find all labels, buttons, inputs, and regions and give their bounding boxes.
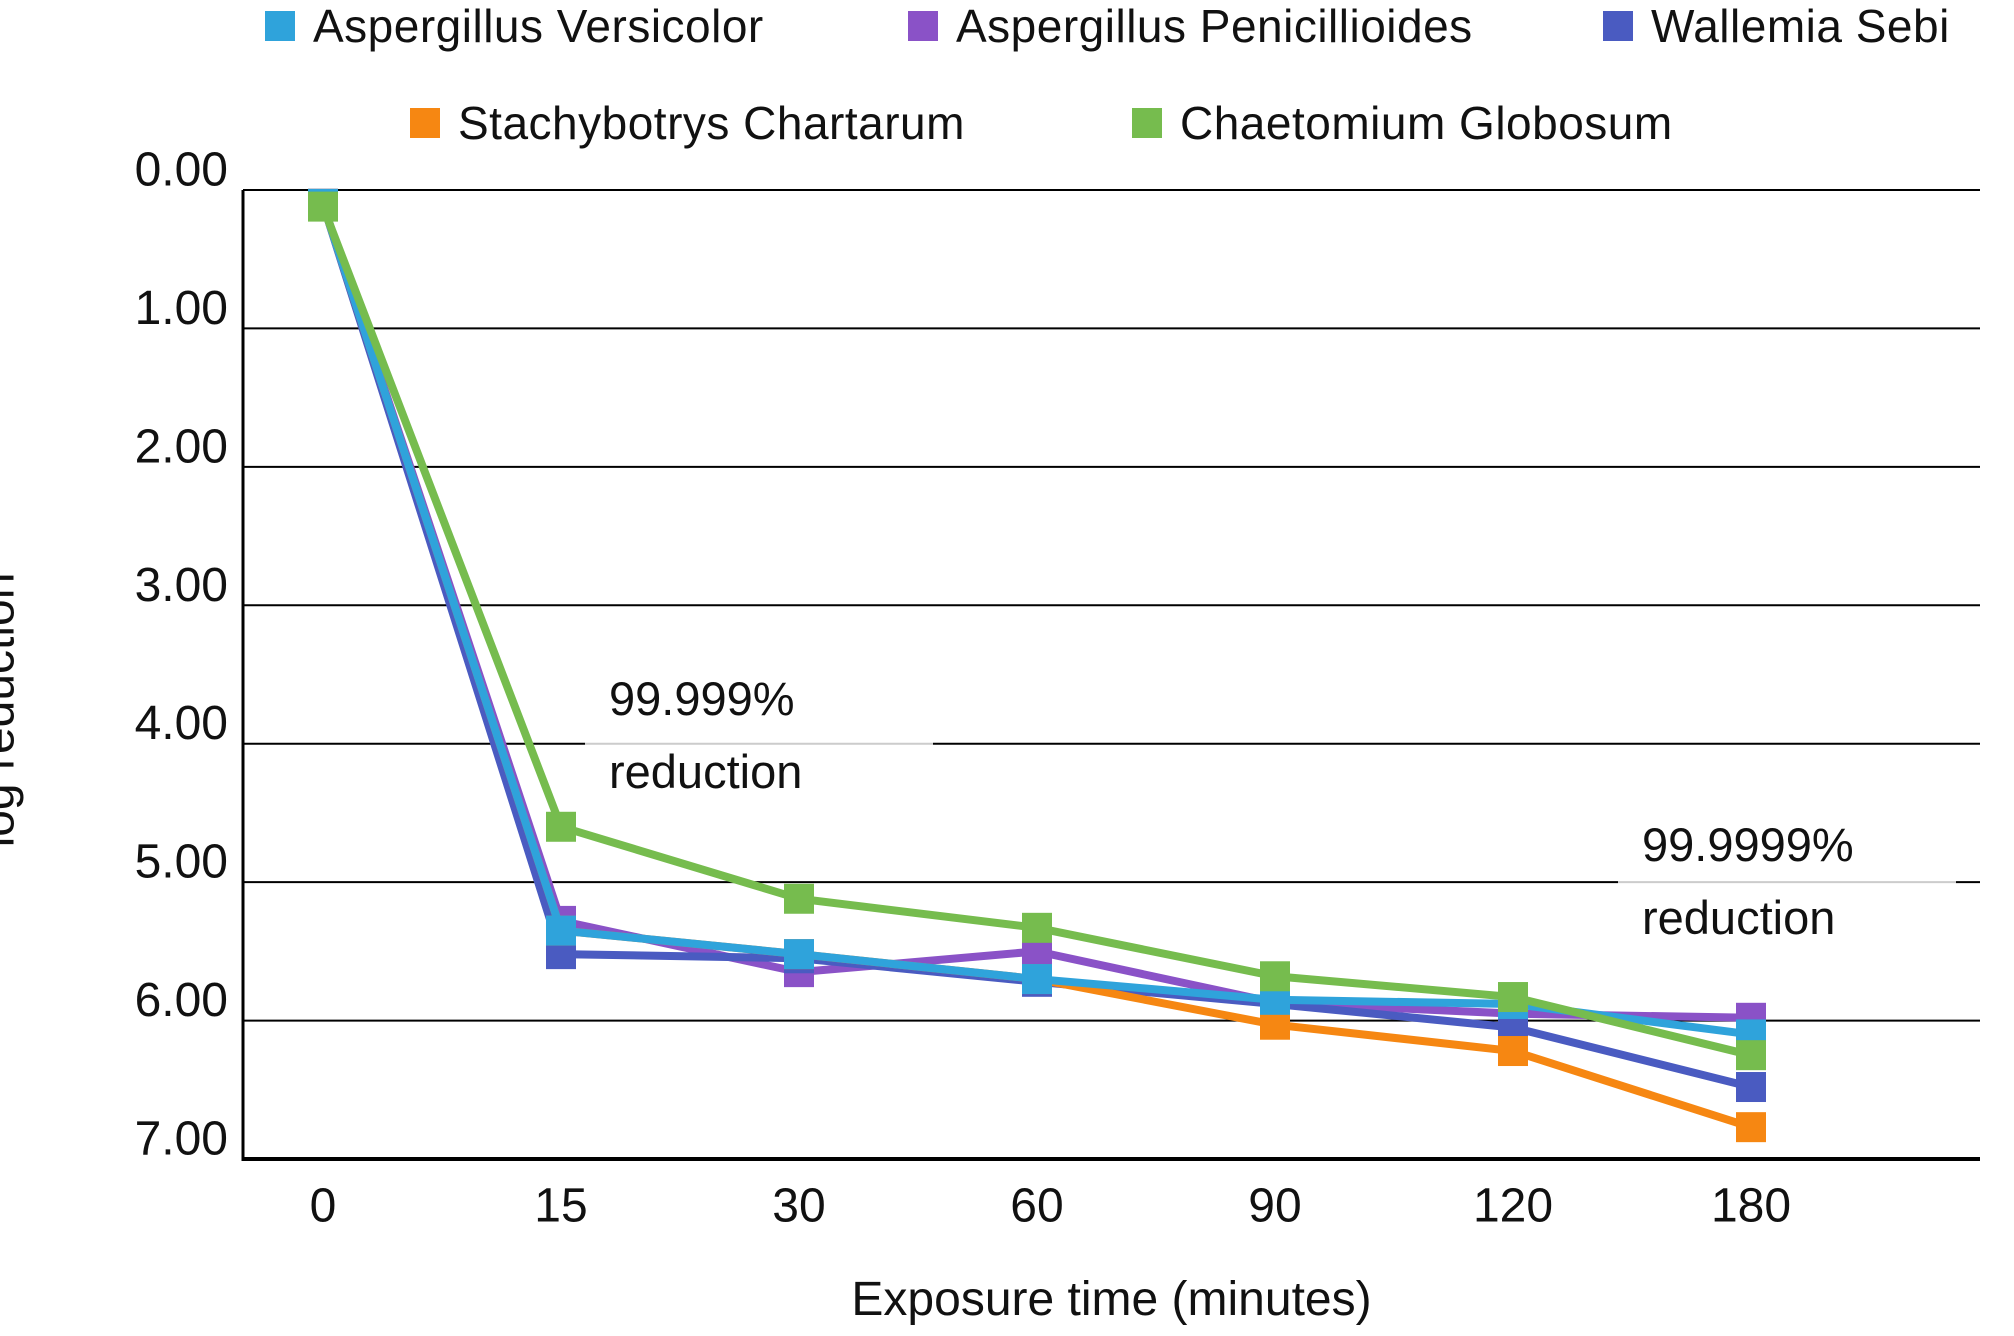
svg-text:2.00: 2.00 bbox=[135, 420, 228, 473]
svg-text:5.00: 5.00 bbox=[135, 836, 228, 889]
svg-text:0: 0 bbox=[310, 1180, 337, 1233]
svg-text:30: 30 bbox=[772, 1180, 825, 1233]
svg-text:4.00: 4.00 bbox=[135, 697, 228, 750]
annotation-line: 99.9999% bbox=[1642, 818, 1854, 871]
annotation-line: 99.999% bbox=[609, 672, 795, 725]
legend-swatch-icon bbox=[908, 11, 938, 41]
legend-label: Aspergillus Penicillioides bbox=[956, 0, 1473, 52]
annotation-999999-reduction: 99.9999% reduction bbox=[1618, 800, 1956, 968]
legend-item-aspergillus-penicillioides: Aspergillus Penicillioides bbox=[908, 0, 1473, 52]
legend-item-chaetomium-globosum: Chaetomium Globosum bbox=[1132, 97, 1673, 149]
svg-text:7.00: 7.00 bbox=[135, 1113, 228, 1166]
legend-label: Wallemia Sebi bbox=[1651, 0, 1950, 52]
legend-swatch-icon bbox=[1603, 11, 1633, 41]
legend-label: Aspergillus Versicolor bbox=[313, 0, 764, 52]
annotation-line: reduction bbox=[1642, 891, 1836, 944]
legend-label: Chaetomium Globosum bbox=[1180, 97, 1673, 149]
svg-text:3.00: 3.00 bbox=[135, 559, 228, 612]
legend-swatch-icon bbox=[265, 11, 295, 41]
svg-text:6.00: 6.00 bbox=[135, 974, 228, 1027]
legend-label: Stachybotrys Chartarum bbox=[458, 97, 965, 149]
svg-text:1.00: 1.00 bbox=[135, 282, 228, 335]
svg-text:0.00: 0.00 bbox=[135, 144, 228, 197]
annotation-line: reduction bbox=[609, 745, 803, 798]
annotation-99999-reduction: 99.999% reduction bbox=[585, 654, 933, 822]
legend-item-stachybotrys-chartarum: Stachybotrys Chartarum bbox=[410, 97, 965, 149]
legend-swatch-icon bbox=[1132, 108, 1162, 138]
svg-text:180: 180 bbox=[1711, 1180, 1791, 1233]
svg-text:120: 120 bbox=[1473, 1180, 1553, 1233]
legend-item-wallemia-sebi: Wallemia Sebi bbox=[1603, 0, 1950, 52]
svg-text:90: 90 bbox=[1248, 1180, 1301, 1233]
svg-text:15: 15 bbox=[534, 1180, 587, 1233]
x-axis-title: Exposure time (minutes) bbox=[851, 1273, 1372, 1326]
svg-text:60: 60 bbox=[1010, 1180, 1063, 1233]
legend-swatch-icon bbox=[410, 108, 440, 138]
legend-item-aspergillus-versicolor: Aspergillus Versicolor bbox=[265, 0, 764, 52]
